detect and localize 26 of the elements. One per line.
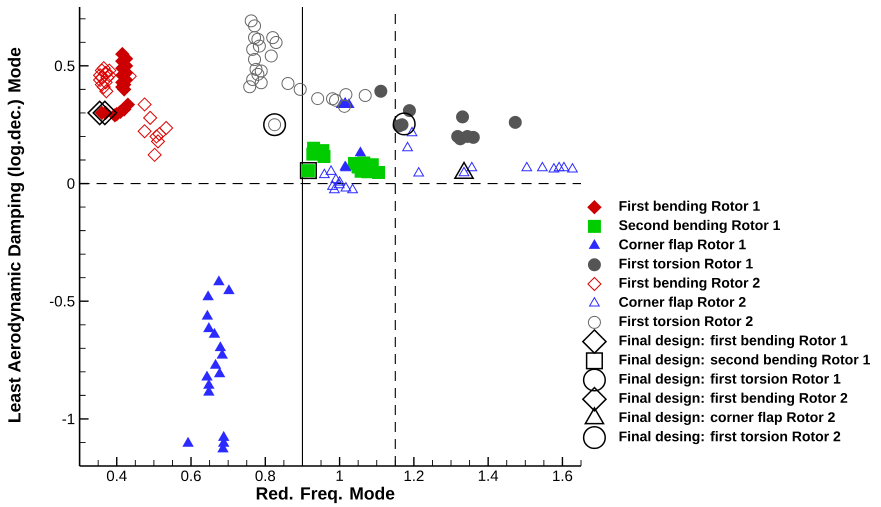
legend-label: Final desing: first torsion Rotor 2 <box>620 431 840 444</box>
legend-label: First bending Rotor 2 <box>620 277 760 291</box>
legend-label: First torsion Rotor 1 <box>620 258 753 269</box>
x-tick-label: 1.6 <box>553 470 572 482</box>
y-tick-label: 0.5 <box>54 60 74 72</box>
x-tick-label: 1.4 <box>478 470 498 481</box>
legend-label: Final design: corner flap Rotor 2 <box>620 412 835 425</box>
x-axis-title: Red. Freq. Mode <box>256 486 394 504</box>
legend-label: Second bending Rotor 1 <box>619 220 780 233</box>
y-axis-title: Least Aerodynamic Damping (log.dec.) Mode <box>8 48 24 422</box>
legend-label: Final design: first bending Rotor 1 <box>620 335 848 348</box>
legend-label: Corner flap Rotor 1 <box>619 239 746 252</box>
x-tick-label: 0.6 <box>181 470 201 482</box>
y-tick-label: -0.5 <box>50 296 74 307</box>
x-tick-label: 1 <box>336 470 344 481</box>
legend-label: Corner flap Rotor 2 <box>619 296 746 310</box>
y-tick-label: -1 <box>62 414 74 424</box>
legend-label: Final design: second bending Rotor 1 <box>620 354 870 368</box>
x-tick-label: 0.8 <box>255 470 276 482</box>
x-tick-label: 1.2 <box>404 470 424 481</box>
legend-label: Final design: first torsion Rotor 1 <box>620 373 840 387</box>
legend-label: First bending Rotor 1 <box>620 200 760 214</box>
legend-label: Final design: first bending Rotor 2 <box>620 392 848 406</box>
x-tick-label: 0.4 <box>106 470 127 482</box>
legend-label: First torsion Rotor 2 <box>620 316 753 326</box>
y-tick-label: 0 <box>67 178 74 189</box>
